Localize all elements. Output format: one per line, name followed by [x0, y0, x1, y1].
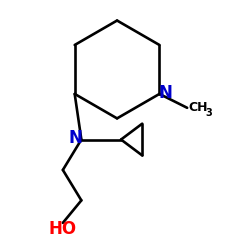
Text: CH: CH: [188, 101, 208, 114]
Text: N: N: [158, 84, 172, 102]
Text: 3: 3: [205, 108, 212, 118]
Text: HO: HO: [49, 220, 77, 238]
Text: N: N: [68, 129, 82, 147]
